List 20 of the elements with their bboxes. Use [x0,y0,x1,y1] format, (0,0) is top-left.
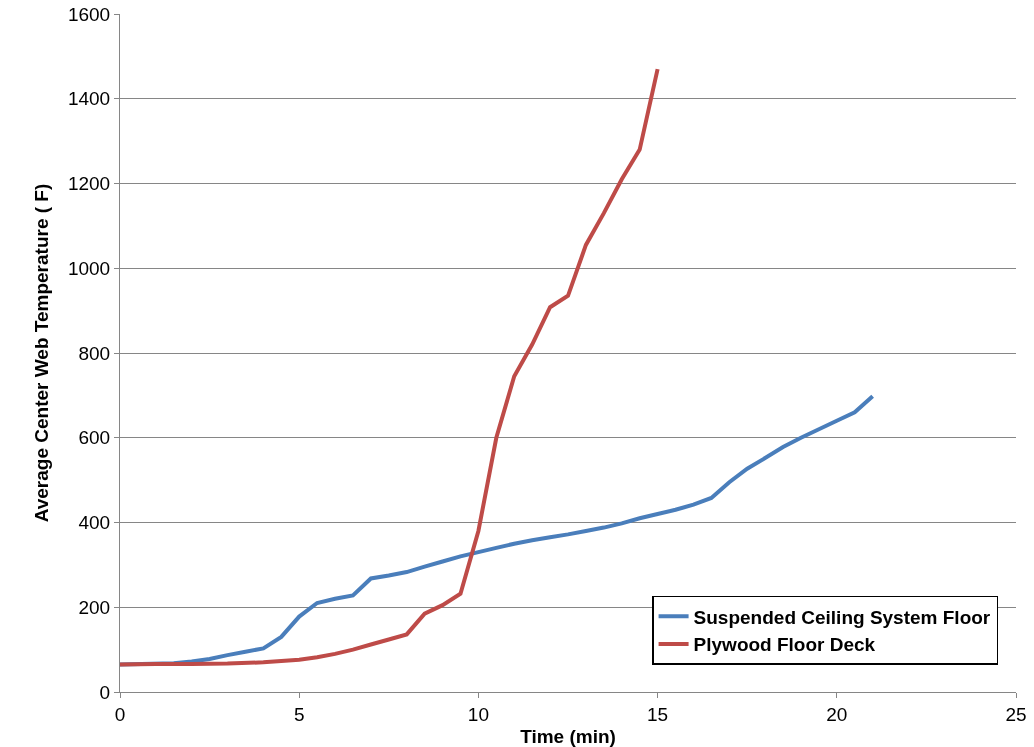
y-tick-label: 0 [99,681,111,703]
y-tick-label: 1400 [67,88,111,110]
y-tick-label: 800 [78,342,111,364]
y-tick-label: 200 [78,596,111,618]
x-tick-label: 15 [647,703,669,725]
x-tick-label: 25 [1005,703,1027,725]
x-tick-label: 20 [826,703,848,725]
y-tick-label: 1200 [67,173,111,195]
x-tick-label: 0 [114,703,126,725]
y-tick-label: 600 [78,427,111,449]
x-tick-label: 10 [467,703,489,725]
y-axis-title: Average Center Web Temperature ( F) [30,183,52,523]
legend-label: Plywood Floor Deck [693,634,876,656]
legend-label: Suspended Ceiling System Floor [693,606,991,628]
x-tick-label: 5 [293,703,305,725]
y-tick-label: 1600 [67,3,111,25]
x-axis-title: Time (min) [520,726,616,747]
line-series [120,67,660,667]
y-tick-label: 400 [78,512,111,534]
y-tick-label: 1000 [67,257,111,279]
